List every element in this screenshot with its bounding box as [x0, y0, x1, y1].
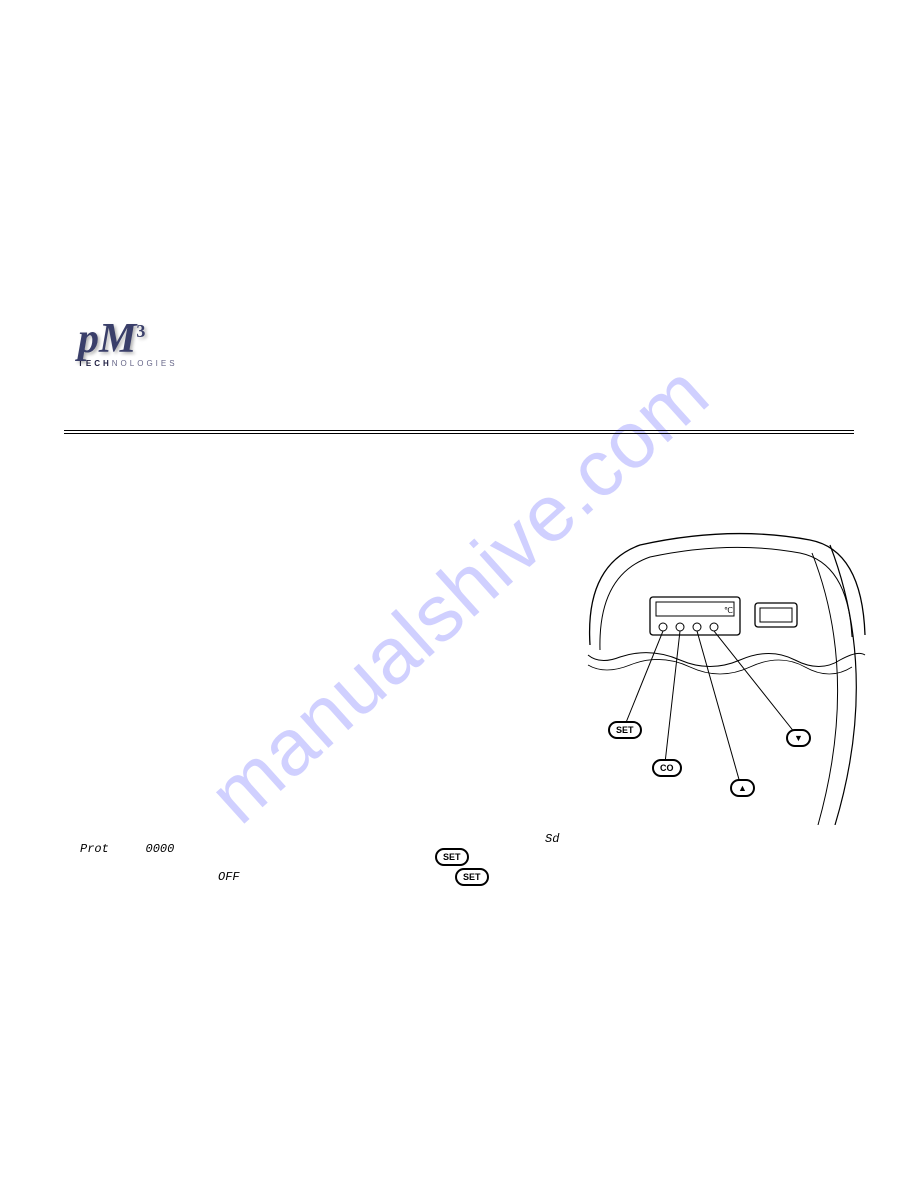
device-diagram: ℃ SET CO ▲ ▼ [580, 525, 870, 825]
seg-sd: Sd [545, 832, 559, 846]
logo-text: pM3 [78, 315, 145, 363]
seg-0000: 0000 [146, 842, 175, 856]
divider-top [64, 430, 854, 434]
logo-main-text: pM [78, 316, 136, 362]
inline-set-label-1: SET [435, 848, 469, 866]
text-line-1: Prot 0000 [80, 840, 174, 858]
logo: pM3 TECHNOLOGIES [78, 315, 198, 405]
text-sd: Sd [545, 830, 559, 848]
down-button-label: ▼ [786, 729, 811, 747]
diagram-svg: ℃ [580, 525, 870, 825]
page: manualshive.com pM3 TECHNOLOGIES ℃ [0, 0, 918, 1188]
seg-prot: Prot [80, 842, 109, 856]
svg-text:℃: ℃ [724, 606, 733, 615]
seg-off: OFF [218, 870, 240, 884]
inline-set-1: SET [435, 848, 469, 866]
co-button-label: CO [652, 759, 682, 777]
set-button-label: SET [608, 721, 642, 739]
inline-set-label-2: SET [455, 868, 489, 886]
inline-set-2: SET [455, 868, 489, 886]
text-off: OFF [218, 868, 240, 886]
logo-sup: 3 [136, 321, 145, 341]
up-button-label: ▲ [730, 779, 755, 797]
